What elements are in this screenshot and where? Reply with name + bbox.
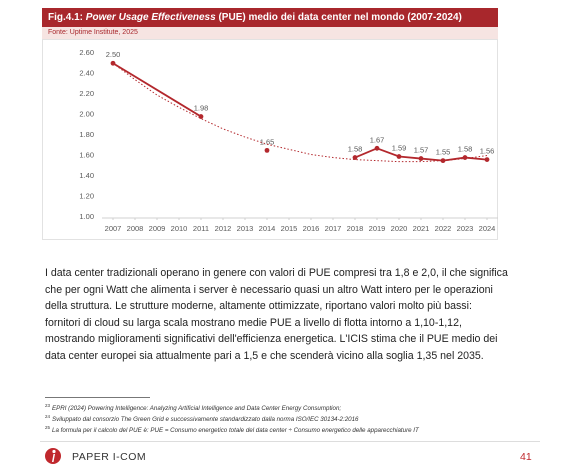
footnote-number: 23 — [45, 403, 51, 408]
body-line: mostrando miglioramenti significativi de… — [45, 333, 498, 346]
figure-source: Fonte: Uptime Institute, 2025 — [42, 27, 498, 39]
chart: 1.00 1.20 1.40 1.60 1.80 2.00 2.20 2.40 2.60 2007… — [42, 39, 498, 240]
x-tick-label: 2024 — [479, 224, 496, 233]
footer-rule — [40, 441, 540, 442]
x-tick-label: 2013 — [237, 224, 254, 233]
footnote-number: 25 — [45, 425, 51, 430]
trend-line — [112, 62, 488, 163]
y-tick-label: 1.80 — [79, 130, 94, 139]
point — [264, 147, 270, 153]
logo — [45, 448, 61, 464]
x-tick-label: 2015 — [281, 224, 298, 233]
value-label: 2.50 — [106, 50, 121, 59]
x-tick-label: 2020 — [391, 224, 408, 233]
footnote: 23 EPRI (2024) Powering Intelligence: Ana… — [45, 403, 341, 412]
footer-brand: PAPER I-COM — [72, 451, 147, 463]
body-line: della struttura. Le strutture moderne, a… — [45, 300, 472, 313]
value-label: 1.59 — [392, 144, 407, 153]
x-tick-label: 2023 — [457, 224, 474, 233]
body-line: che per ogni Watt che alimenta i server … — [45, 283, 493, 296]
y-tick-label: 2.60 — [79, 48, 94, 57]
footnote-text: EPRI (2024) Powering Intelligence: Analy… — [52, 405, 342, 413]
x-tick-label: 2017 — [325, 224, 342, 233]
value-label: 1.58 — [458, 145, 473, 154]
point — [462, 155, 468, 160]
footnote-rule — [45, 397, 150, 398]
title-part: Fig.4.1: — [48, 12, 86, 23]
y-tick-label: 2.00 — [79, 109, 94, 118]
y-tick-label: 1.00 — [79, 212, 94, 221]
value-label: 1.56 — [480, 147, 495, 156]
x-tick-label: 2016 — [303, 224, 320, 233]
point — [352, 155, 358, 160]
value-label: 1.57 — [414, 146, 429, 155]
line — [112, 62, 202, 118]
y-tick-label: 2.20 — [79, 89, 94, 98]
footnote-text: La formula per il calcolo del PUE è: PUE… — [52, 427, 419, 435]
title-part: Power Usage Effectiveness — [85, 12, 216, 23]
chart-frame — [42, 39, 498, 240]
value-label: 1.65 — [260, 137, 275, 146]
value-label: 1.67 — [370, 135, 385, 144]
point — [440, 158, 446, 164]
y-tick-label: 2.40 — [79, 68, 94, 77]
x-tick-label: 2008 — [127, 224, 144, 233]
point — [418, 156, 424, 161]
footnote-text: Sviluppato dal consorzio The Green Grid … — [52, 416, 359, 424]
value-label: 1.58 — [348, 145, 363, 154]
x-tick-label: 2019 — [369, 224, 386, 233]
x-tick-label: 2014 — [259, 224, 276, 233]
title-part: (PUE) medio dei data center nel mondo (2… — [215, 12, 462, 23]
value-label: 1.98 — [194, 104, 209, 113]
footnote-number: 24 — [45, 414, 51, 419]
figure-title: Fig.4.1: Power Usage Effectiveness (PUE)… — [42, 8, 498, 27]
point — [374, 145, 380, 151]
y-tick-label: 1.40 — [79, 171, 94, 180]
body-line: data center europei sia attualmente pari… — [45, 350, 484, 362]
footnote: 25 La formula per il calcolo del PUE è: P… — [45, 425, 419, 434]
x-tick-label: 2009 — [149, 224, 166, 233]
x-tick-label: 2021 — [413, 224, 430, 233]
body-line: fornitori di cloud su larga scala mostra… — [45, 316, 462, 329]
value-label: 1.55 — [436, 148, 451, 157]
body-line: I data center tradizionali operano in ge… — [45, 267, 508, 279]
x-tick-label: 2007 — [105, 224, 122, 233]
y-tick-label: 1.20 — [79, 191, 94, 200]
page-number: 41 — [520, 451, 532, 463]
point — [484, 157, 490, 163]
x-tick-label: 2018 — [347, 224, 364, 233]
x-tick-label: 2012 — [215, 224, 232, 233]
point — [396, 154, 402, 159]
y-tick-label: 1.60 — [79, 150, 94, 159]
x-tick-label: 2011 — [193, 224, 209, 233]
footnote: 24 Sviluppato dal consorzio The Green Gri… — [45, 414, 358, 423]
x-tick-label: 2010 — [171, 224, 188, 233]
x-tick-label: 2022 — [435, 224, 452, 233]
point — [110, 60, 116, 66]
